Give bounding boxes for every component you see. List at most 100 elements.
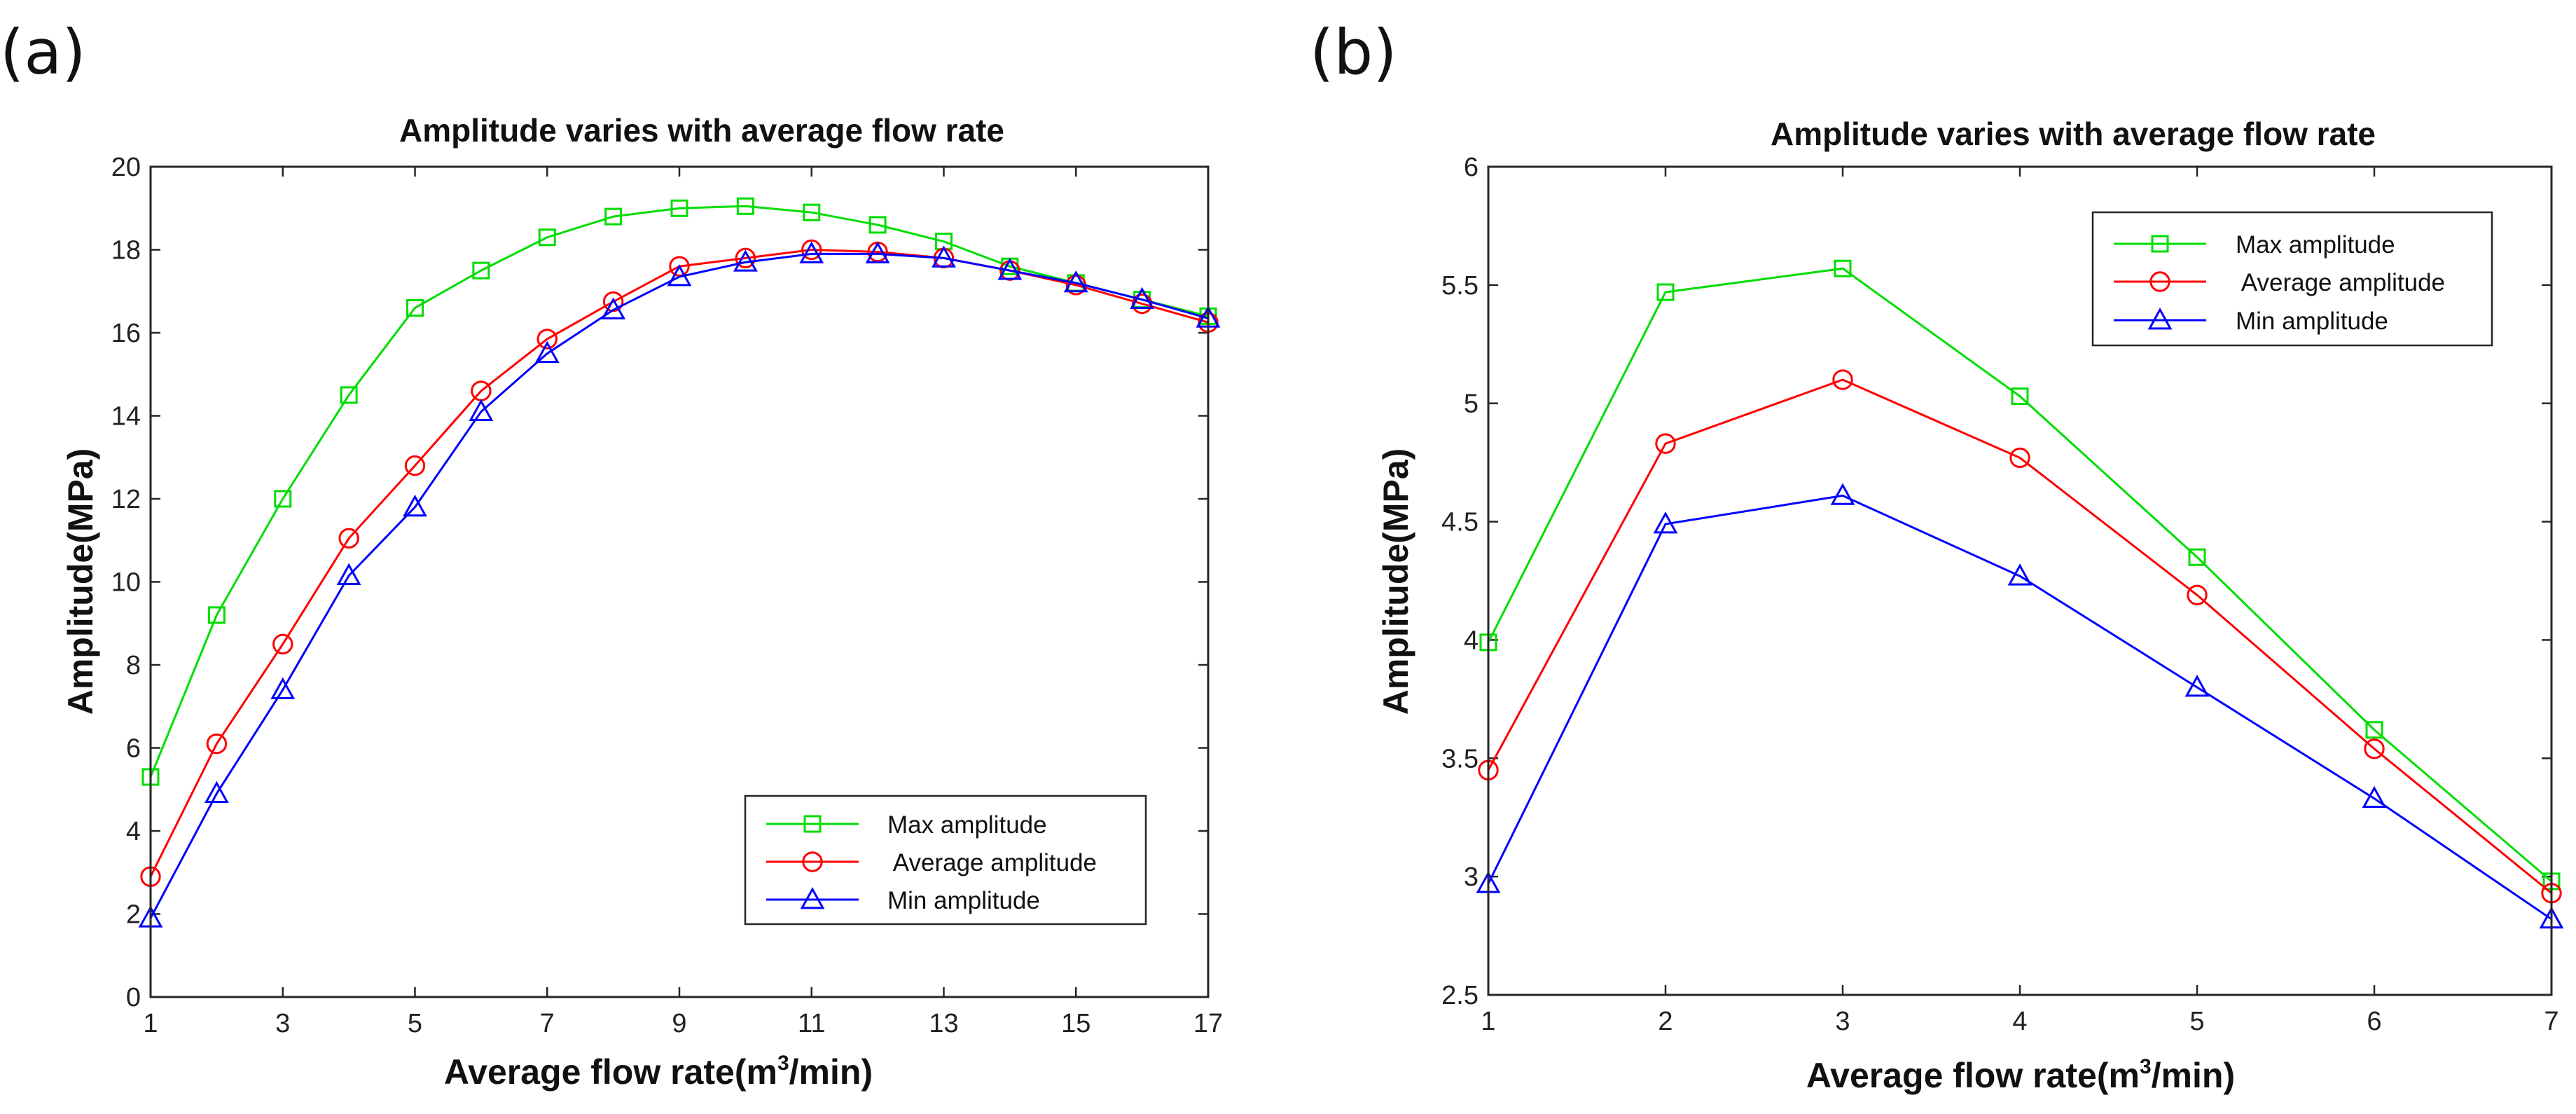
chart-a-series-1-point xyxy=(669,256,690,277)
chart-a-series-2-point xyxy=(1063,270,1088,293)
chart-a-legend-marker-2 xyxy=(800,887,825,909)
chart-a-xtick-label: 13 xyxy=(929,1009,958,1038)
chart-a-series-1-point xyxy=(272,633,293,655)
chart-a-series-0-point xyxy=(604,207,623,226)
chart-b-ytick-label: 4 xyxy=(1464,626,1479,655)
chart-a-ytick-label: 2 xyxy=(126,900,141,930)
chart-a-series-1-point xyxy=(206,733,228,755)
chart-a-ytick-label: 4 xyxy=(126,817,141,846)
chart-a-series-2-point xyxy=(1130,287,1155,309)
chart-a-series-0-point xyxy=(803,203,821,221)
chart-b-series-2-point xyxy=(2184,675,2210,697)
chart-a-series-1-point xyxy=(735,247,756,269)
chart-a-legend: Max amplitude Average amplitude Min ampl… xyxy=(744,795,1147,926)
chart-a-xlabel-sup: 3 xyxy=(777,1052,789,1075)
chart-b: (b) Amplitude varies with average flow r… xyxy=(1310,16,2564,1095)
chart-a-series-0-point xyxy=(207,606,226,624)
chart-a-ytick-label: 6 xyxy=(126,734,141,764)
chart-b-legend-box xyxy=(2091,211,2493,347)
panel-label-a: (a) xyxy=(0,16,86,88)
chart-a: (a) Amplitude varies with average flow r… xyxy=(0,16,1223,1092)
chart-a-ylabel: Amplitude(MPa) xyxy=(61,448,100,715)
chart-b-series-1-point xyxy=(1832,369,1853,390)
chart-b-legend-min: Min amplitude xyxy=(2236,308,2388,335)
chart-a-series-1-point xyxy=(404,455,426,476)
chart-b-title: Amplitude varies with average flow rate xyxy=(1771,116,2376,152)
chart-b-legend-marker-0 xyxy=(2151,235,2169,253)
chart-a-series-2-point xyxy=(270,677,296,699)
chart-b-series-0-point xyxy=(1834,259,1852,277)
chart-b-ytick-label: 3 xyxy=(1464,862,1479,892)
chart-a-xtick-label: 7 xyxy=(540,1009,555,1038)
chart-a-series-0-line xyxy=(149,205,1209,778)
chart-a-series-2-point xyxy=(932,245,956,268)
chart-a-series-2-point xyxy=(469,399,494,421)
chart-b-ylabel: Amplitude(MPa) xyxy=(1376,448,1415,715)
chart-a-series-1-point xyxy=(801,239,822,261)
chart-a-series-2-point xyxy=(997,258,1023,280)
chart-a-legend-items xyxy=(766,815,859,909)
chart-a-xtick-label: 17 xyxy=(1193,1009,1223,1038)
chart-b-ytick-label: 4.5 xyxy=(1441,508,1479,537)
chart-a-series-0-point xyxy=(538,228,556,247)
chart-a-ytick-label: 18 xyxy=(111,236,141,266)
chart-a-legend-avg: Average amplitude xyxy=(887,849,1097,876)
chart-a-ytick-label: 12 xyxy=(111,485,141,514)
chart-a-ytick-label: 16 xyxy=(111,319,141,348)
chart-a-xtick-label: 1 xyxy=(143,1009,158,1038)
chart-a-series-0-point xyxy=(274,490,292,508)
chart-b-frame xyxy=(1487,165,2553,996)
chart-a-series-2-point xyxy=(336,563,361,585)
chart-b-xtick-label: 6 xyxy=(2367,1007,2381,1036)
chart-b-xlabel-main: Average flow rate(m xyxy=(1806,1056,2140,1095)
chart-b-legend-marker-1 xyxy=(2149,271,2170,292)
chart-a-series-2-point xyxy=(865,241,890,263)
chart-a-xlabel-main: Average flow rate(m xyxy=(444,1052,777,1092)
chart-a-series-2-line xyxy=(149,252,1209,919)
chart-a-legend-min: Min amplitude xyxy=(887,887,1040,914)
chart-b-xlabel: Average flow rate(m3/min) xyxy=(1806,1055,2235,1095)
chart-b-legend: Max amplitude Average amplitude Min ampl… xyxy=(2091,211,2493,347)
chart-a-series-2-point xyxy=(733,249,758,272)
chart-a-xtick-label: 15 xyxy=(1061,1009,1090,1038)
chart-b-ytick-label: 3.5 xyxy=(1441,744,1479,773)
chart-a-legend-max: Max amplitude xyxy=(887,811,1047,839)
chart-a-series-1-line xyxy=(149,248,1209,877)
chart-b-ytick-label: 5.5 xyxy=(1441,271,1479,301)
chart-a-title: Amplitude varies with average flow rate xyxy=(399,112,1004,149)
panel-label-b: (b) xyxy=(1310,16,1397,88)
chart-b-xtick-label: 7 xyxy=(2544,1007,2558,1036)
chart-b-plot-area: 1 2 3 4 5 6 7 2.5 3 3.5 4 4.5 5 5.5 6 xyxy=(1441,153,2564,1036)
chart-a-xtick-label: 5 xyxy=(408,1009,422,1038)
chart-a-ytick-label: 14 xyxy=(111,402,141,432)
chart-b-xlabel-tail: /min) xyxy=(2152,1056,2235,1095)
chart-a-series-2-point xyxy=(601,297,626,319)
chart-b-series-1-point xyxy=(2364,738,2385,759)
chart-a-series-0-point xyxy=(868,216,887,234)
chart-a-ytick-label: 20 xyxy=(111,153,141,182)
chart-b-xtick-label: 3 xyxy=(1835,1007,1850,1036)
chart-a-series-0-point xyxy=(670,199,688,217)
chart-a-legend-marker-1 xyxy=(802,851,823,872)
chart-a-series-1-point xyxy=(338,528,359,549)
chart-a-series-2-point xyxy=(204,781,229,804)
chart-a-ytick-label: 0 xyxy=(126,983,141,1012)
chart-b-series-2-point xyxy=(1653,511,1678,534)
chart-b-series-1-point xyxy=(2187,584,2208,605)
chart-a-ytick-label: 8 xyxy=(126,651,141,680)
chart-b-legend-marker-2 xyxy=(2147,308,2173,330)
chart-b-series-2-line xyxy=(1487,494,2552,921)
chart-a-series-2-point xyxy=(534,341,560,364)
chart-a-xtick-label: 3 xyxy=(275,1009,290,1038)
chart-b-series-0-point xyxy=(1656,283,1675,301)
chart-b-legend-max: Max amplitude xyxy=(2236,231,2395,259)
chart-b-series-0-line xyxy=(1487,267,2552,883)
chart-b-legend-avg: Average amplitude xyxy=(2236,269,2445,296)
chart-a-series-0-point xyxy=(472,261,490,280)
chart-b-series-2-point xyxy=(2007,563,2033,586)
chart-a-series-2-point xyxy=(403,494,427,517)
chart-a-legend-marker-0 xyxy=(803,815,822,833)
chart-a-series-0-point xyxy=(736,197,754,215)
chart-b-xtick-label: 1 xyxy=(1481,1007,1495,1036)
